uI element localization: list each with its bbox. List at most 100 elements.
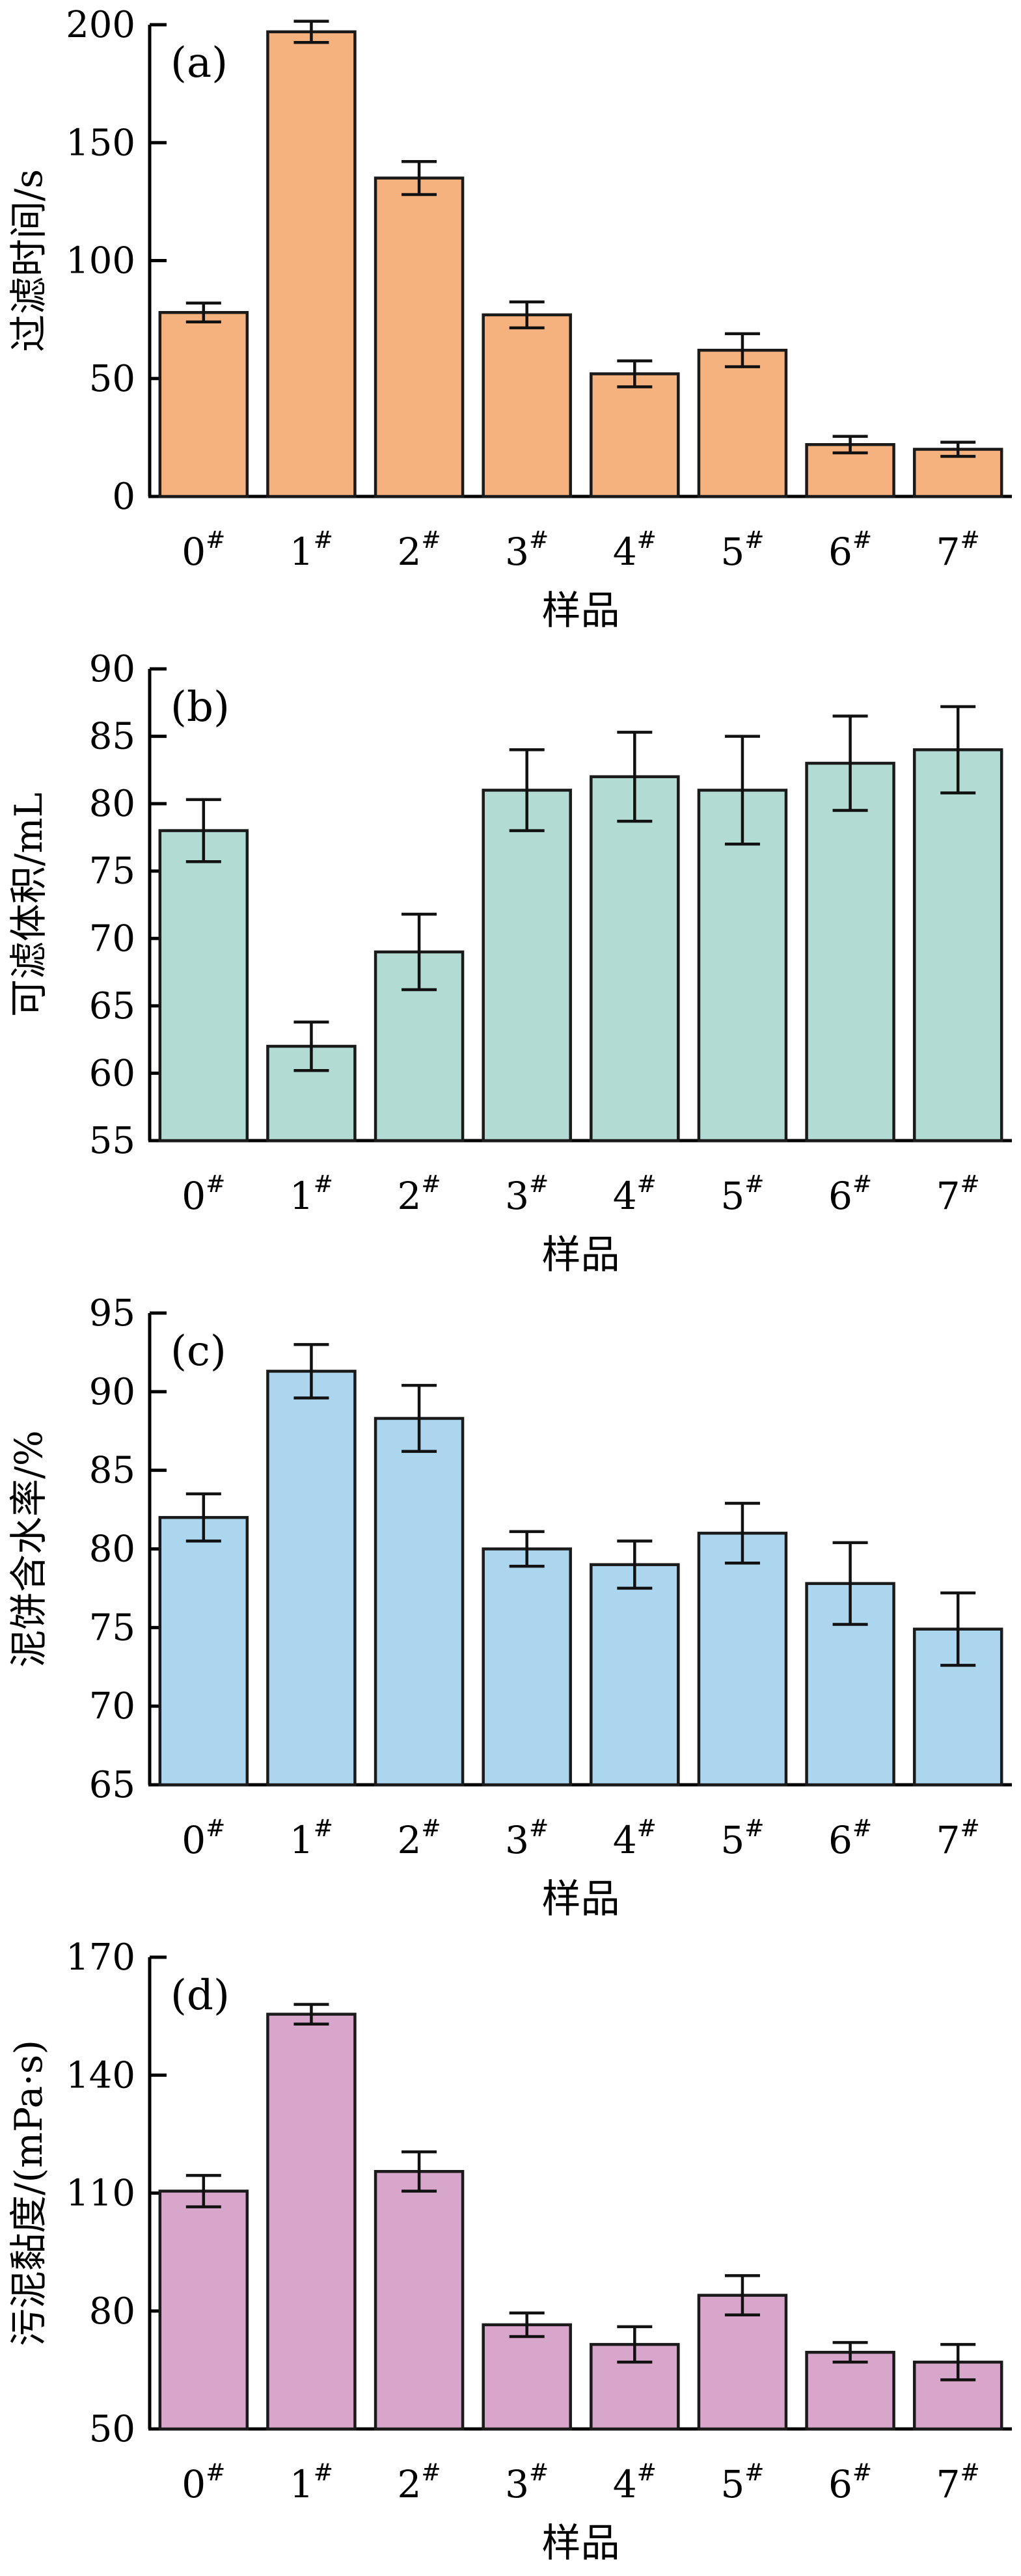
x-tick-label: 4# [613,527,657,574]
y-tick-label: 65 [89,1764,135,1806]
panel-d: 50 80 110 140 170 0# 1# 2# 3# 4# 5# 6# 7# (d) 污泥黏度/(mP… [0,1932,1021,2576]
bar-2# [374,2170,465,2431]
x-axis-title: 样品 [542,588,620,634]
bar-7# [912,2361,1003,2431]
y-tick-label: 90 [89,648,135,690]
x-tick-label: 7# [936,2460,980,2506]
bar-4# [590,1563,680,1787]
x-tick-label: 3# [505,2460,549,2506]
bar-0# [158,829,249,1143]
x-tick-label: 2# [398,1815,441,1862]
x-tick-label: 2# [398,2460,441,2506]
bar-4# [590,775,680,1143]
panel-c-chart: 65 70 75 80 85 90 95 0# 1# 2# 3# 4# 5# 6# 7# (c) 泥饼含水率/%… [7,1292,1012,1922]
panel-letter: (a) [170,39,228,87]
y-tick-label: 170 [66,1936,135,1979]
bar-3# [482,789,572,1143]
x-tick-label: 6# [828,1171,872,1218]
x-tick-label: 6# [828,527,872,574]
x-axis-title: 样品 [542,1877,620,1922]
bar-5# [697,789,788,1143]
x-tick-label: 7# [936,1815,980,1862]
y-tick-label: 50 [89,358,135,400]
x-tick-label: 0# [182,527,225,574]
panel-b-chart: 55 60 65 70 75 80 85 90 0# 1# 2# 3# 4# 5# 6# 7# (b) 可滤体积/… [7,648,1012,1278]
x-axis-title: 样品 [542,1232,620,1278]
y-tick-label: 65 [89,985,135,1027]
y-tick-label: 100 [66,240,135,282]
y-tick-label: 80 [89,1528,135,1571]
x-tick-label: 4# [613,1815,657,1862]
x-tick-label: 0# [182,1815,225,1862]
y-tick-label: 140 [66,2054,135,2096]
bar-1# [266,1370,357,1787]
x-tick-label: 4# [613,1171,657,1218]
y-tick-label: 85 [89,716,135,758]
y-tick-label: 200 [66,4,135,46]
y-tick-label: 90 [89,1371,135,1413]
x-axis-title: 样品 [542,2521,620,2566]
panel-a-chart: 0 50 100 150 200 0# 1# 2# 3# 4# 5# 6# 7# (a) 过滤时间/s 样品 [7,4,1012,634]
x-tick-label: 5# [720,527,764,574]
bar-3# [482,313,572,498]
x-tick-label: 2# [398,1171,441,1218]
bar-5# [697,1532,788,1787]
x-tick-label: 1# [290,527,333,574]
x-tick-label: 0# [182,1171,225,1218]
panel-letter: (c) [170,1327,226,1376]
y-tick-label: 50 [89,2408,135,2450]
y-tick-label: 110 [66,2173,135,2215]
x-tick-label: 4# [613,2460,657,2506]
y-axis-title: 可滤体积/mL [7,793,51,1017]
panel-b: 55 60 65 70 75 80 85 90 0# 1# 2# 3# 4# 5# 6# 7# (b) 可滤体积/… [0,644,1021,1288]
y-axis-title: 污泥黏度/(mPa·s) [7,2040,51,2346]
panel-letter: (b) [170,683,230,731]
y-tick-label: 80 [89,2290,135,2333]
bar-1# [266,30,357,498]
x-tick-label: 5# [720,2460,764,2506]
y-tick-label: 60 [89,1052,135,1094]
x-tick-label: 1# [290,1171,333,1218]
bar-0# [158,311,249,498]
bar-7# [912,748,1003,1143]
y-axis-title: 过滤时间/s [7,169,51,352]
x-tick-label: 6# [828,2460,872,2506]
panel-c: 65 70 75 80 85 90 95 0# 1# 2# 3# 4# 5# 6# 7# (c) 泥饼含水率/%… [0,1288,1021,1932]
x-tick-label: 1# [290,1815,333,1862]
x-tick-label: 2# [398,527,441,574]
panel-a: 0 50 100 150 200 0# 1# 2# 3# 4# 5# 6# 7# (a) 过滤时间/s 样品 [0,0,1021,644]
bar-3# [482,1547,572,1787]
y-tick-label: 75 [89,1607,135,1649]
y-tick-label: 0 [112,476,135,518]
panel-letter: (d) [170,1972,230,2020]
bar-6# [805,761,895,1143]
y-axis-title: 泥饼含水率/% [7,1430,51,1668]
bar-2# [374,1417,465,1787]
y-tick-label: 70 [89,1685,135,1728]
y-tick-label: 75 [89,850,135,893]
y-tick-label: 70 [89,917,135,960]
y-tick-label: 95 [89,1292,135,1335]
x-tick-label: 3# [505,527,549,574]
y-tick-label: 80 [89,783,135,825]
panel-d-chart: 50 80 110 140 170 0# 1# 2# 3# 4# 5# 6# 7# (d) 污泥黏度/(mP… [7,1936,1012,2566]
bar-0# [158,1515,249,1787]
bar-1# [266,2013,357,2431]
x-tick-label: 7# [936,1171,980,1218]
x-tick-label: 5# [720,1815,764,1862]
bar-5# [697,349,788,498]
x-tick-label: 0# [182,2460,225,2506]
y-tick-label: 55 [89,1120,135,1162]
x-tick-label: 6# [828,1815,872,1862]
bar-2# [374,176,465,498]
bar-4# [590,372,680,498]
y-tick-label: 150 [66,122,135,164]
x-tick-label: 3# [505,1171,549,1218]
bar-6# [805,2350,895,2431]
bar-0# [158,2190,249,2431]
x-tick-label: 1# [290,2460,333,2506]
bar-3# [482,2323,572,2431]
y-tick-label: 85 [89,1450,135,1492]
x-tick-label: 3# [505,1815,549,1862]
